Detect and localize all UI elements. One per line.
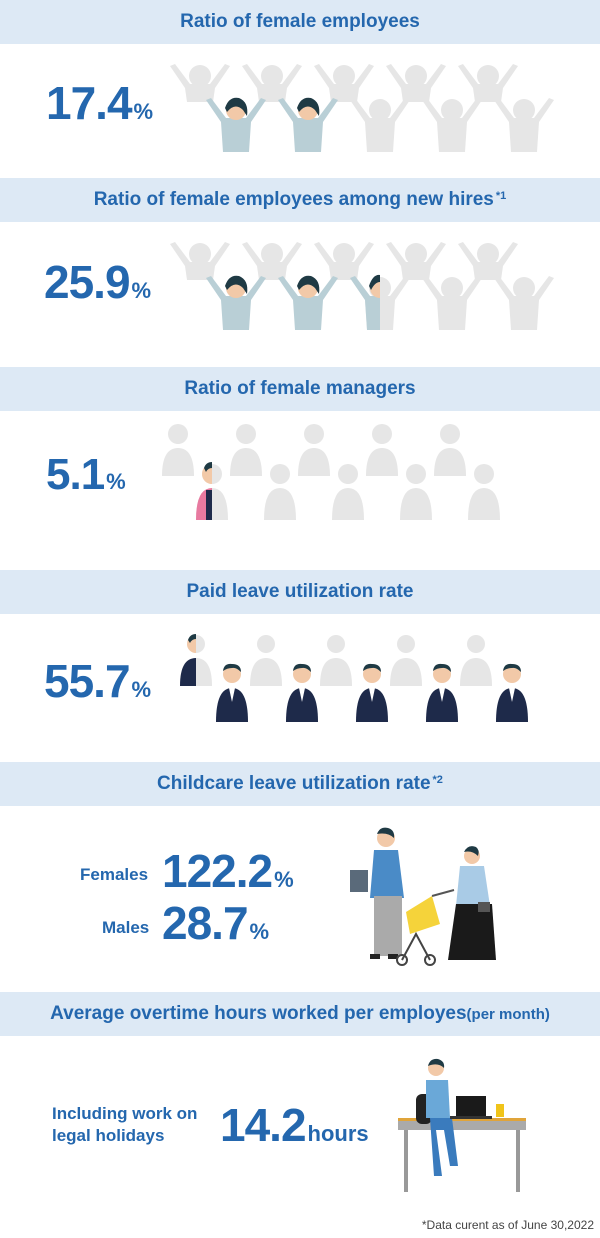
footnote: *Data curent as of June 30,2022 [421, 1218, 594, 1232]
males-label: Males [102, 918, 150, 937]
stat-value: 122.2 [162, 845, 273, 897]
section-title: Childcare leave utilization rate [157, 773, 431, 794]
females-label: Females [80, 865, 149, 884]
stat-value: 5.1 [46, 450, 105, 499]
section-title: Ratio of female managers [184, 378, 416, 399]
stat-unit: % [133, 99, 154, 124]
overtime-stat: 14.2hours [220, 1098, 369, 1152]
paid-leave-stat: 55.7% [44, 654, 151, 708]
stat-unit: % [249, 919, 270, 944]
females-stat: 122.2% [162, 844, 294, 898]
family-with-stroller-illustration [350, 827, 496, 966]
worker-figure [426, 1058, 458, 1176]
laptop-icon [450, 1096, 492, 1119]
pencil-cup-icon [496, 1104, 504, 1117]
ghost-men-row [250, 635, 492, 686]
woman-filled-icon [206, 275, 266, 330]
ghost-women-row [170, 64, 554, 152]
footnote-marker: *1 [495, 190, 507, 202]
stat-value: 17.4 [46, 77, 133, 129]
stat-unit: hours [307, 1121, 369, 1146]
section-header-female-managers: Ratio of female managers [0, 367, 600, 411]
stat-value: 28.7 [162, 897, 249, 949]
stat-unit: % [131, 278, 152, 303]
stat-unit: % [274, 867, 294, 892]
woman-filled-icon [278, 97, 338, 152]
mother-figure [448, 846, 496, 960]
section-title: Ratio of female employees [180, 11, 420, 32]
section-header-new-hires: Ratio of female employees among new hire… [0, 178, 600, 222]
stat-value: 14.2 [220, 1099, 307, 1151]
overtime-label: Including work on legal holidays [52, 1103, 197, 1147]
man-partial-icon [180, 634, 212, 686]
female-employees-stat: 17.4% [46, 76, 153, 130]
woman-filled-icon [206, 97, 266, 152]
stat-unit: % [106, 469, 126, 494]
stroller-icon [396, 889, 455, 966]
males-stat: 28.7% [162, 896, 269, 950]
section-title-suffix: (per month) [466, 1005, 550, 1023]
stat-value: 25.9 [44, 256, 131, 308]
manager-partial-icon [196, 462, 212, 520]
stat-unit: % [131, 677, 152, 702]
woman-partial-icon [350, 274, 380, 330]
female-employees-pictogram [170, 64, 554, 152]
woman-filled-icon [278, 275, 338, 330]
section-header-childcare-leave: Childcare leave utilization rate *2 [0, 762, 600, 806]
new-hires-stat: 25.9% [44, 255, 151, 309]
overtime-label-line1: Including work on [52, 1104, 198, 1123]
female-managers-pictogram [162, 424, 500, 520]
overtime-label-line2: legal holidays [52, 1126, 165, 1145]
stat-value: 55.7 [44, 655, 131, 707]
section-header-paid-leave: Paid leave utilization rate [0, 570, 600, 614]
desk-icon [398, 1118, 526, 1192]
section-title: Ratio of female employees among new hire… [93, 189, 494, 210]
footnote-marker: *2 [432, 774, 443, 786]
section-title: Average overtime hours worked per employ… [50, 1003, 467, 1024]
section-title: Paid leave utilization rate [186, 581, 414, 602]
woman-at-desk-illustration [398, 1058, 526, 1192]
man-filled-icons [216, 663, 528, 722]
section-header-overtime: Average overtime hours worked per employ… [0, 992, 600, 1036]
section-header-female-employees: Ratio of female employees [0, 0, 600, 44]
new-hires-pictogram [170, 242, 554, 330]
female-managers-stat: 5.1% [46, 450, 126, 500]
paid-leave-pictogram [180, 634, 528, 722]
ghost-managers [162, 424, 500, 520]
father-figure [350, 827, 404, 959]
